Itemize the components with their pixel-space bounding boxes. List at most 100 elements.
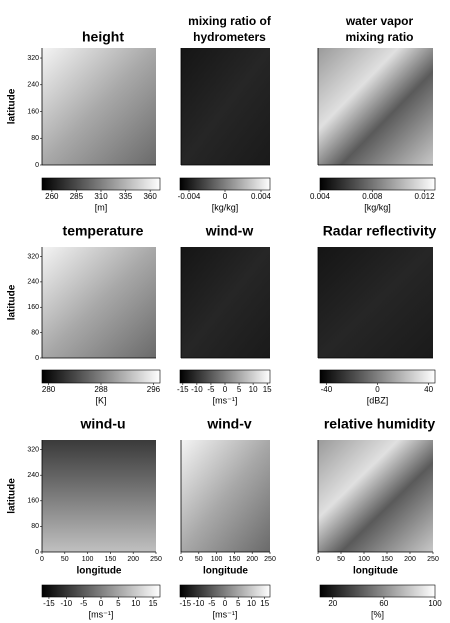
x-tick-label: 0 (316, 556, 320, 563)
colorbar-tick-label: 0.012 (415, 192, 436, 201)
colorbar-tick-label: 15 (260, 599, 269, 608)
panel-title: wind-w (205, 223, 254, 239)
colorbar (180, 370, 270, 383)
x-axis-label: longitude (77, 566, 122, 577)
colorbar-tick-label: 335 (119, 192, 133, 201)
x-tick-label: 0 (179, 556, 183, 563)
heatmap-image (42, 48, 156, 165)
colorbar-unit: [K] (95, 395, 106, 405)
x-tick-label: 200 (127, 556, 139, 563)
colorbar-tick-label: 280 (42, 385, 56, 394)
colorbar-tick-label: 20 (328, 599, 337, 608)
x-axis-label: longitude (353, 566, 398, 577)
colorbar-unit: [dBZ] (367, 395, 389, 405)
x-tick-label: 50 (195, 556, 203, 563)
y-axis-label: latitude (7, 284, 18, 320)
panel-title: relative humidity (324, 416, 435, 432)
colorbar-tick-label: 288 (94, 385, 108, 394)
y-tick-label: 0 (35, 549, 39, 556)
colorbar-tick-label: 10 (249, 385, 258, 394)
colorbar-tick-label: -40 (321, 385, 333, 394)
y-tick-label: 240 (27, 82, 39, 89)
panel-title: mixing ratio of (188, 14, 272, 28)
x-axis-label: longitude (203, 566, 248, 577)
x-tick-label: 150 (229, 556, 241, 563)
colorbar-unit: [kg/kg] (212, 202, 239, 212)
colorbar-tick-label: 10 (247, 599, 256, 608)
y-tick-label: 0 (35, 162, 39, 169)
colorbar-tick-label: 0 (223, 385, 228, 394)
colorbar (180, 585, 270, 597)
colorbar (180, 178, 270, 190)
panel-title: water vapor (345, 14, 414, 28)
colorbar (42, 178, 160, 190)
colorbar-tick-label: 0 (99, 599, 104, 608)
colorbar-tick-label: 5 (237, 385, 242, 394)
heatmap-image (42, 247, 156, 358)
colorbar-unit: [kg/kg] (364, 202, 391, 212)
colorbar-tick-label: 0.008 (362, 192, 383, 201)
colorbar-tick-label: 310 (94, 192, 108, 201)
colorbar (320, 178, 435, 190)
x-tick-label: 100 (358, 556, 370, 563)
panel-title: wind-v (206, 416, 252, 432)
heatmap-image (181, 440, 270, 552)
colorbar-tick-label: -5 (208, 599, 216, 608)
colorbar-tick-label: 15 (263, 385, 272, 394)
colorbar-tick-label: 5 (236, 599, 241, 608)
colorbar-tick-label: 5 (116, 599, 121, 608)
y-tick-label: 320 (27, 446, 39, 453)
panel-title: height (82, 29, 124, 45)
colorbar (320, 370, 435, 383)
colorbar-tick-label: -5 (80, 599, 88, 608)
panel-title: wind-u (79, 416, 125, 432)
x-tick-label: 200 (404, 556, 416, 563)
x-tick-label: 150 (381, 556, 393, 563)
x-tick-label: 100 (211, 556, 223, 563)
colorbar-unit: [ms⁻¹] (213, 395, 238, 405)
colorbar-tick-label: -5 (207, 385, 215, 394)
y-tick-label: 80 (31, 329, 39, 336)
colorbar-tick-label: 285 (70, 192, 84, 201)
colorbar-tick-label: -15 (177, 385, 189, 394)
y-axis-label: latitude (7, 478, 18, 514)
colorbar-tick-label: -10 (61, 599, 73, 608)
colorbar-unit: [%] (371, 609, 384, 619)
colorbar-tick-label: 260 (45, 192, 59, 201)
colorbar-tick-label: 0.004 (310, 192, 331, 201)
y-tick-label: 160 (27, 108, 39, 115)
y-tick-label: 240 (27, 472, 39, 479)
x-tick-label: 200 (246, 556, 258, 563)
y-tick-label: 160 (27, 498, 39, 505)
x-tick-label: 150 (105, 556, 117, 563)
x-tick-label: 250 (264, 556, 276, 563)
y-tick-label: 80 (31, 135, 39, 142)
colorbar-tick-label: 296 (147, 385, 161, 394)
x-tick-label: 100 (82, 556, 94, 563)
colorbar-tick-label: -0.004 (178, 192, 201, 201)
panel-title: mixing ratio (345, 30, 413, 44)
colorbar-tick-label: 0.004 (251, 192, 272, 201)
colorbar-unit: [ms⁻¹] (89, 609, 114, 619)
x-tick-label: 50 (337, 556, 345, 563)
panel-title: temperature (63, 223, 144, 239)
y-tick-label: 160 (27, 304, 39, 311)
colorbar-tick-label: 15 (149, 599, 158, 608)
colorbar-tick-label: -10 (191, 385, 203, 394)
y-tick-label: 0 (35, 355, 39, 362)
heatmap-image (318, 247, 433, 358)
colorbar-tick-label: 0 (375, 385, 380, 394)
colorbar (42, 370, 160, 383)
colorbar-unit: [ms⁻¹] (213, 609, 238, 619)
x-tick-label: 250 (427, 556, 439, 563)
colorbar (320, 585, 435, 597)
y-tick-label: 320 (27, 55, 39, 62)
colorbar-tick-label: 60 (379, 599, 388, 608)
panel-title: Radar reflectivity (323, 223, 437, 239)
panel-title: hydrometers (193, 30, 266, 44)
figure: height080160240320latitude26028531033536… (0, 0, 450, 623)
y-tick-label: 240 (27, 279, 39, 286)
colorbar-tick-label: 0 (223, 599, 228, 608)
colorbar-tick-label: 10 (131, 599, 140, 608)
colorbar-tick-label: 0 (223, 192, 228, 201)
